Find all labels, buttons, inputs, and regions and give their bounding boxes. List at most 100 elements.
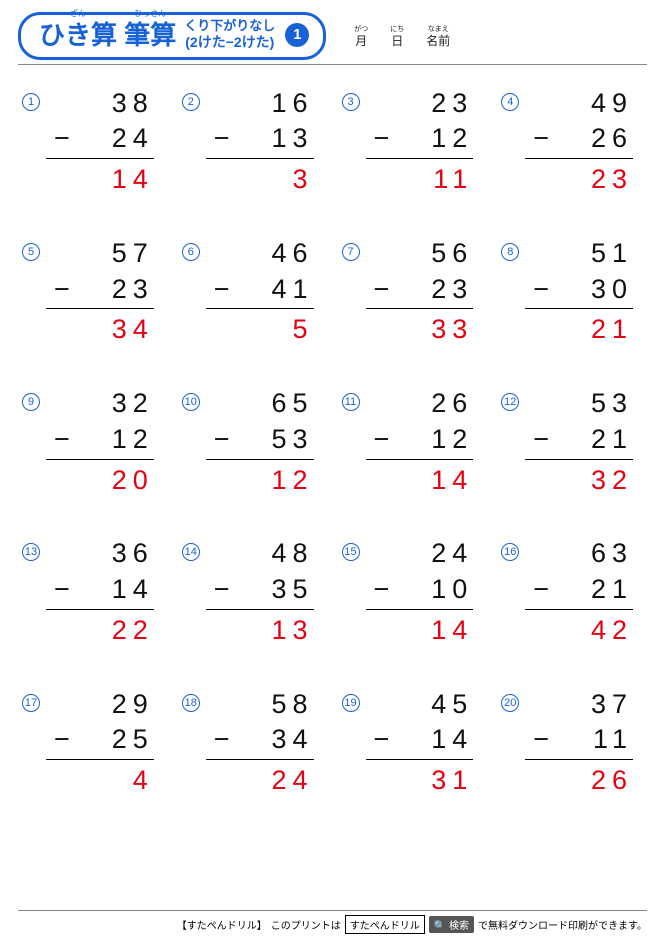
calculation: 23−1211 — [366, 87, 484, 197]
minus-sign: − — [214, 573, 230, 607]
subtrahend: 12 — [431, 123, 473, 153]
worksheet-number-badge: 1 — [285, 23, 309, 47]
problem-number-circle: 19 — [342, 694, 360, 712]
minuend: 51 — [525, 237, 633, 271]
answer: 14 — [46, 163, 154, 197]
answer: 4 — [46, 764, 154, 798]
answer: 3 — [206, 163, 314, 197]
minuend: 16 — [206, 87, 314, 121]
minus-sign: − — [54, 423, 70, 457]
calculation: 48−3513 — [206, 537, 324, 647]
answer: 5 — [206, 313, 314, 347]
answer: 21 — [525, 313, 633, 347]
answer: 24 — [206, 764, 314, 798]
minus-sign: − — [54, 122, 70, 156]
calculation: 26−1214 — [366, 387, 484, 497]
subtrahend: 21 — [591, 424, 633, 454]
minuend: 23 — [366, 87, 474, 121]
answer: 34 — [46, 313, 154, 347]
minus-sign: − — [214, 122, 230, 156]
minuend: 58 — [206, 688, 314, 722]
calculation: 65−53 12 — [206, 387, 324, 497]
calculation: 58−3424 — [206, 688, 324, 798]
subtrahend: 14 — [112, 574, 154, 604]
footer-text-post: で無料ダウンロード印刷ができます。 — [478, 917, 647, 932]
answer: 31 — [366, 764, 474, 798]
subtrahend: 25 — [112, 724, 154, 754]
answer: 23 — [525, 163, 633, 197]
subtrahend-row: −41 — [206, 273, 314, 310]
subtrahend-row: −35 — [206, 573, 314, 610]
title-part-1: ひき算 ざん — [39, 22, 117, 48]
problem-number-circle: 6 — [182, 243, 200, 261]
search-icon: 🔍 検索 — [429, 916, 474, 933]
problem: 449−2623 — [501, 87, 643, 197]
footer-brand: 【すたぺんドリル】 — [177, 917, 267, 932]
subtrahend-row: − 12 — [366, 122, 474, 159]
subtrahend: 23 — [112, 274, 154, 304]
problem: 756−2333 — [342, 237, 484, 347]
problem: 1524−1014 — [342, 537, 484, 647]
subtrahend: 11 — [593, 724, 633, 754]
footer-searchbox: すたぺんドリル — [345, 915, 425, 934]
subtrahend-row: −13 — [206, 122, 314, 159]
minus-sign: − — [54, 573, 70, 607]
problem: 1253−2132 — [501, 387, 643, 497]
title-subtitle: くり下がりなし (2けた−2けた) — [184, 19, 275, 51]
minus-sign: − — [54, 273, 70, 307]
subtrahend: 34 — [271, 724, 313, 754]
calculation: 51− 30 21 — [525, 237, 643, 347]
problem-number-circle: 18 — [182, 694, 200, 712]
minuend: 29 — [46, 688, 154, 722]
minus-sign: − — [533, 573, 549, 607]
answer: 12 — [206, 464, 314, 498]
problem-number-circle: 9 — [22, 393, 40, 411]
problem: 2037−1126 — [501, 688, 643, 798]
problem: 138−2414 — [22, 87, 164, 197]
subtrahend: 26 — [591, 123, 633, 153]
problem: 851−3021 — [501, 237, 643, 347]
calculation: 36− 14 22 — [46, 537, 164, 647]
calculation: 57− 23 34 — [46, 237, 164, 347]
calculation: 29−254 — [46, 688, 164, 798]
subtrahend: 10 — [431, 574, 473, 604]
minus-sign: − — [533, 723, 549, 757]
problem: 323−1211 — [342, 87, 484, 197]
problem-number-circle: 17 — [22, 694, 40, 712]
calculation: 63−2142 — [525, 537, 643, 647]
problem-number-circle: 1 — [22, 93, 40, 111]
problem-number-circle: 15 — [342, 543, 360, 561]
answer: 20 — [46, 464, 154, 498]
problem-number-circle: 11 — [342, 393, 360, 411]
answer: 22 — [46, 614, 154, 648]
calculation: 32−1220 — [46, 387, 164, 497]
subtrahend-row: − 30 — [525, 273, 633, 310]
minuend: 49 — [525, 87, 633, 121]
calculation: 53−2132 — [525, 387, 643, 497]
subtrahend: 30 — [591, 274, 633, 304]
problem-number-circle: 4 — [501, 93, 519, 111]
title-part-2: 筆算 ひっさん — [124, 22, 176, 48]
minuend: 65 — [206, 387, 314, 421]
minus-sign: − — [214, 423, 230, 457]
minuend: 63 — [525, 537, 633, 571]
minuend: 57 — [46, 237, 154, 271]
date-name-fields: がつ 月 にち 日 なまえ 名前 — [326, 12, 647, 47]
problem: 1858−3424 — [182, 688, 324, 798]
subtrahend-row: − 10 — [366, 573, 474, 610]
minus-sign: − — [374, 122, 390, 156]
problem: 1336−1422 — [22, 537, 164, 647]
problem: 216−133 — [182, 87, 324, 197]
problem-number-circle: 14 — [182, 543, 200, 561]
minus-sign: − — [533, 273, 549, 307]
answer: 42 — [525, 614, 633, 648]
subtrahend-row: −21 — [525, 423, 633, 460]
answer: 13 — [206, 614, 314, 648]
problem: 557−2334 — [22, 237, 164, 347]
minus-sign: − — [374, 573, 390, 607]
answer: 14 — [366, 614, 474, 648]
calculation: 16−13 3 — [206, 87, 324, 197]
subtrahend-row: − 23 — [46, 273, 154, 310]
subtrahend-row: −53 — [206, 423, 314, 460]
minuend: 36 — [46, 537, 154, 571]
